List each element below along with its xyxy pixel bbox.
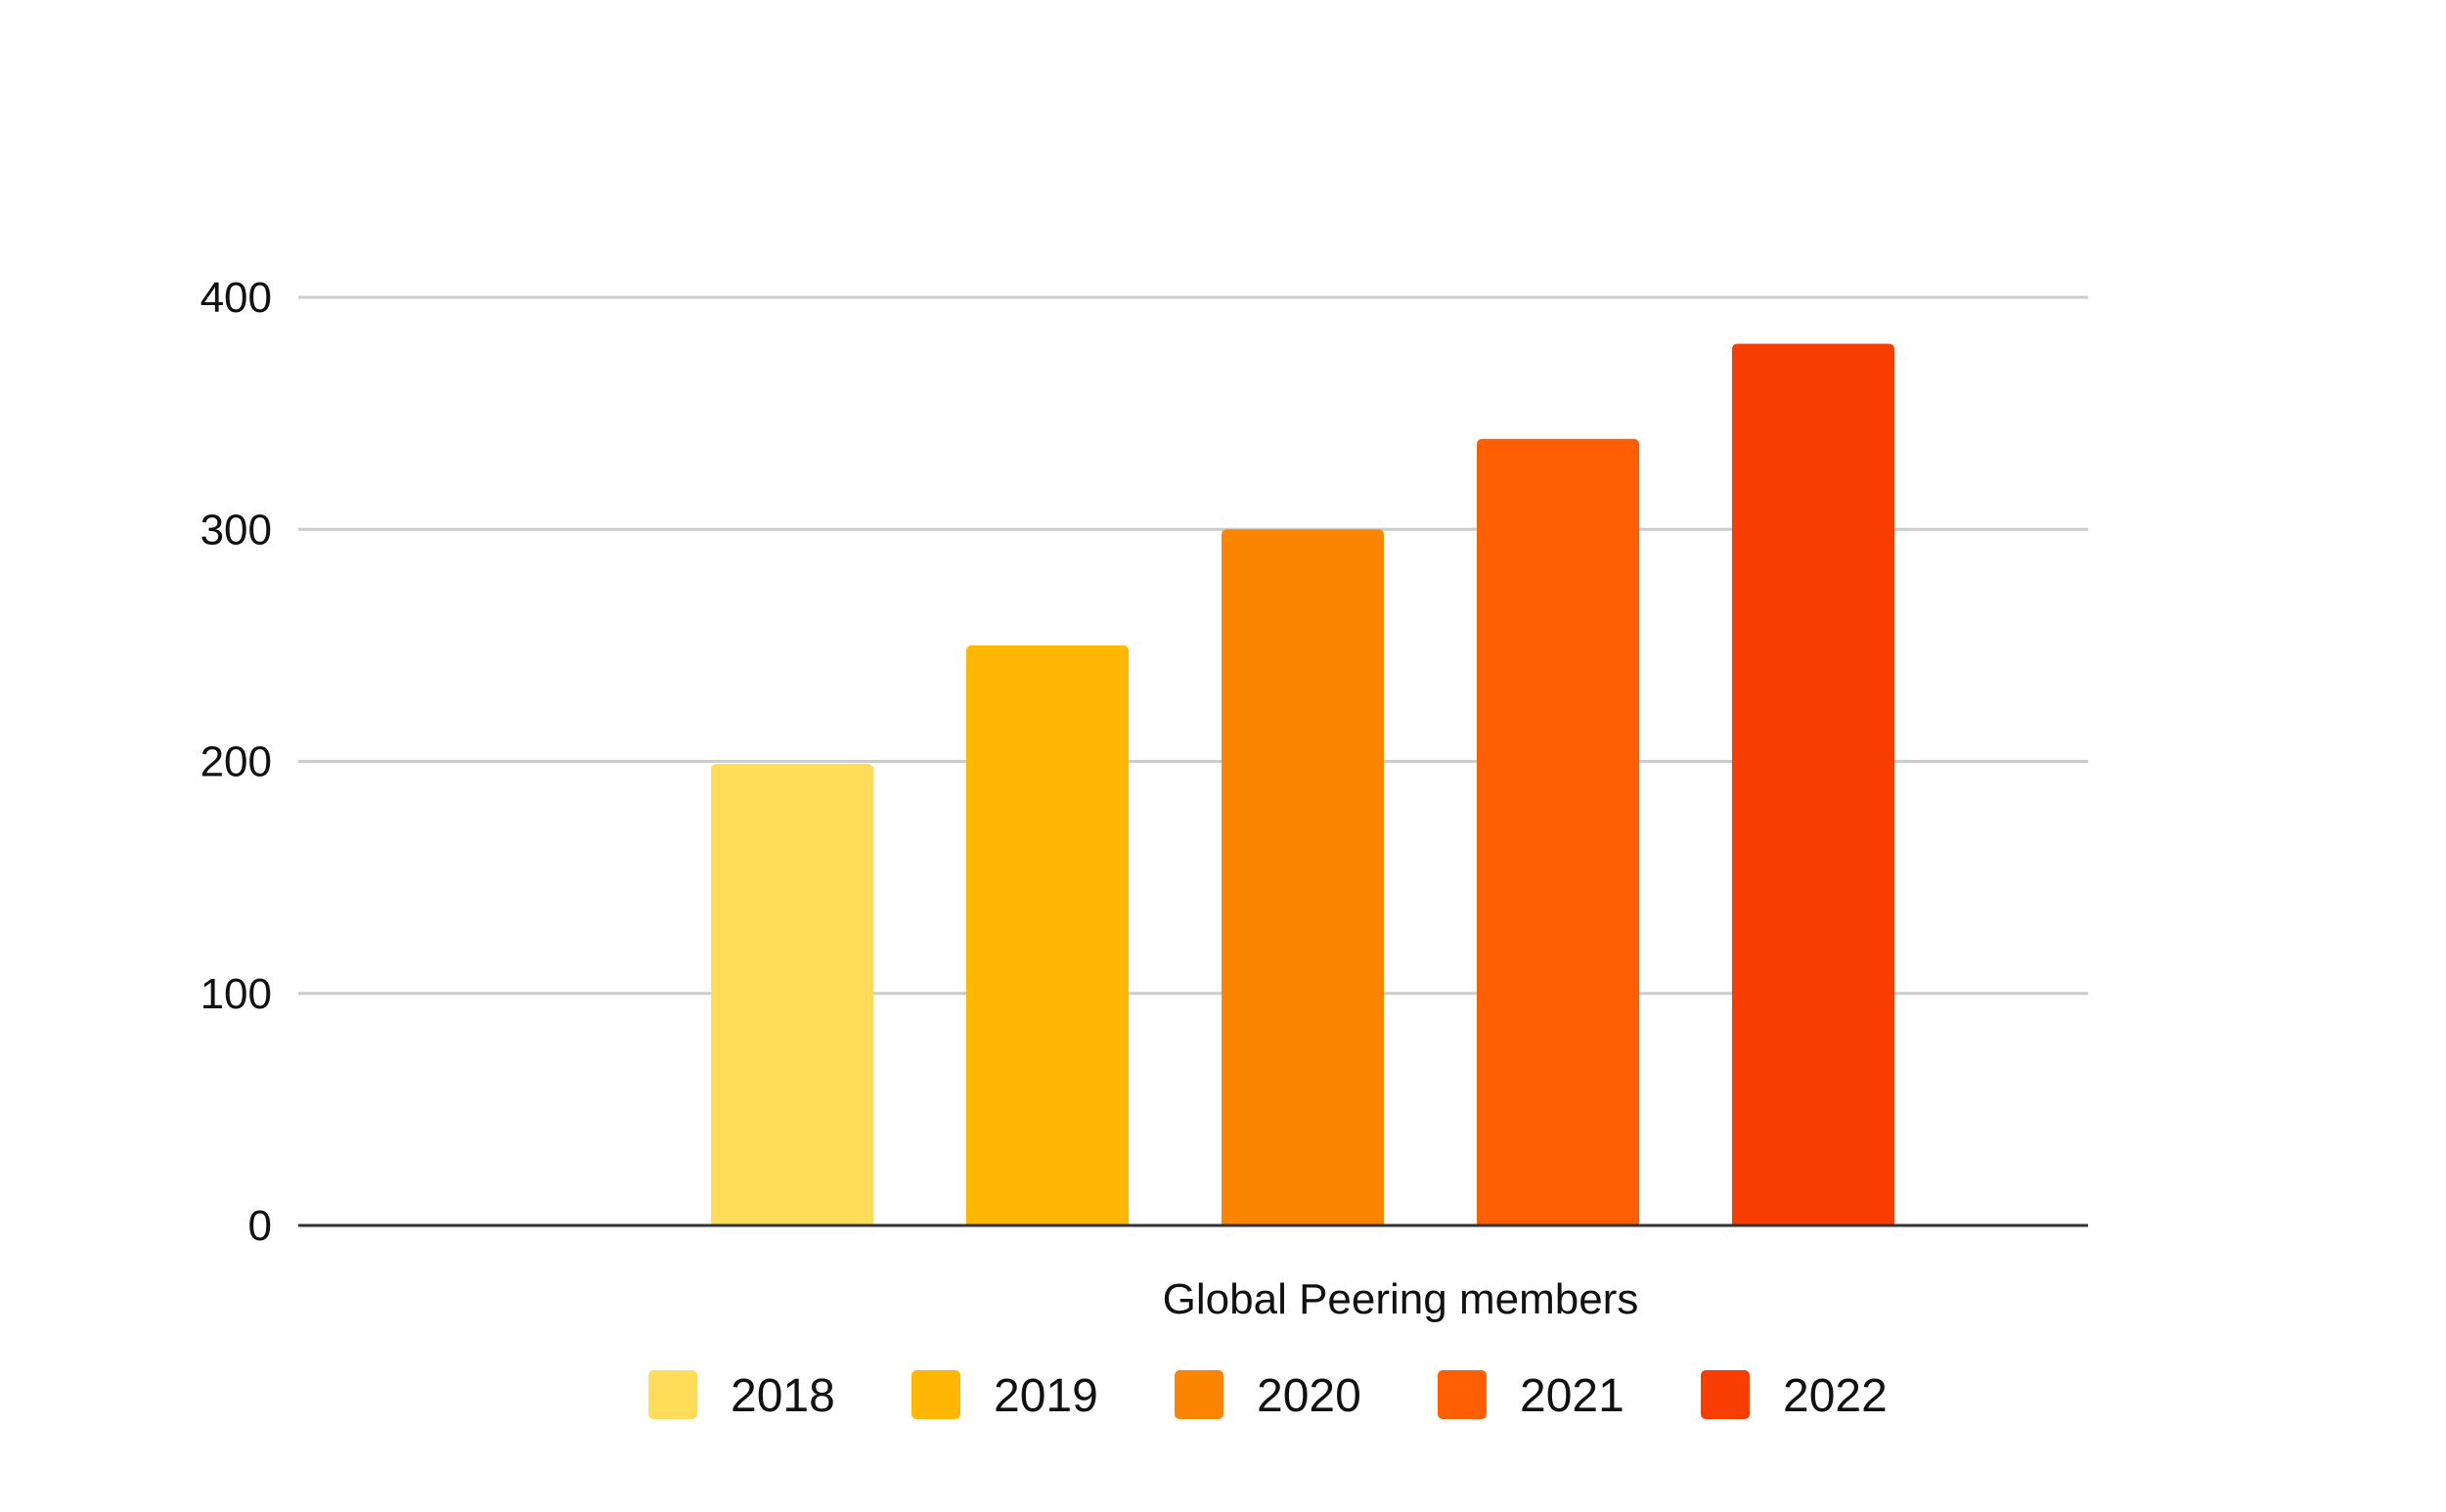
- legend: 2018 2019 2020 2021 2022: [648, 1370, 1888, 1422]
- bar-2019: [966, 645, 1129, 1225]
- bar-2018: [711, 763, 873, 1225]
- bar-2022: [1732, 343, 1894, 1225]
- legend-label: 2018: [731, 1370, 835, 1422]
- y-tick-label: 0: [248, 1202, 272, 1250]
- bar-2021: [1477, 438, 1639, 1225]
- legend-item-2022: 2022: [1701, 1370, 1888, 1422]
- legend-label: 2019: [994, 1370, 1098, 1422]
- legend-item-2018: 2018: [648, 1370, 835, 1422]
- x-axis-title: Global Peering members: [1163, 1275, 1639, 1323]
- legend-swatch: [648, 1370, 697, 1419]
- legend-item-2020: 2020: [1175, 1370, 1361, 1422]
- y-tick-label: 100: [200, 970, 272, 1018]
- legend-label: 2022: [1783, 1370, 1888, 1422]
- legend-item-2021: 2021: [1438, 1370, 1624, 1422]
- legend-swatch: [912, 1370, 960, 1419]
- legend-swatch: [1175, 1370, 1223, 1419]
- legend-item-2019: 2019: [912, 1370, 1098, 1422]
- legend-swatch: [1701, 1370, 1750, 1419]
- bar-2020: [1222, 529, 1384, 1225]
- bars: [711, 343, 1894, 1225]
- y-tick-label: 400: [200, 274, 272, 322]
- legend-swatch: [1438, 1370, 1487, 1419]
- y-axis-ticks: 0 100 200 300 400: [200, 274, 272, 1250]
- y-tick-label: 300: [200, 506, 272, 554]
- legend-label: 2021: [1520, 1370, 1624, 1422]
- y-tick-label: 200: [200, 738, 272, 786]
- legend-label: 2020: [1257, 1370, 1361, 1422]
